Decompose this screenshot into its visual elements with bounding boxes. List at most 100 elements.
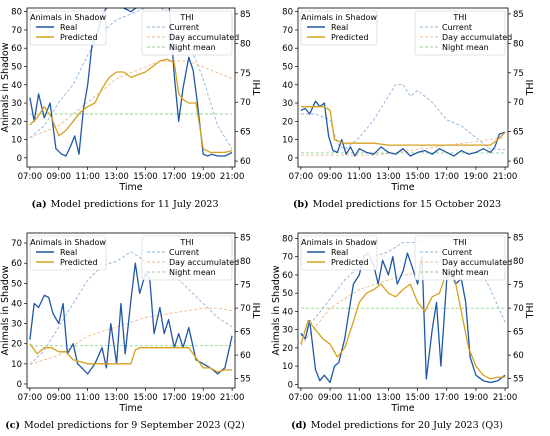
y2-tick-label: 80 xyxy=(513,257,524,267)
y2-tick-label: 60 xyxy=(513,157,524,167)
y-tick-label: 60 xyxy=(11,44,22,54)
y-axis-label: Animals in Shadow xyxy=(271,265,282,355)
x-tick-label: 17:00 xyxy=(162,172,187,182)
x-tick-label: 17:00 xyxy=(435,172,460,182)
x-tick-label: 21:00 xyxy=(220,172,245,182)
y-tick-label: 0 xyxy=(17,154,22,164)
y-tick-label: 20 xyxy=(282,344,293,354)
caption-label: (c) xyxy=(5,420,20,431)
y2-tick-label: 65 xyxy=(240,128,251,138)
series-line-predicted xyxy=(300,270,506,380)
x-tick-label: 07:00 xyxy=(289,172,314,182)
caption-text: Model predictions for 11 July 2023 xyxy=(51,199,219,210)
legend-right-box xyxy=(141,10,233,56)
y-tick-label: 70 xyxy=(282,253,293,263)
legend-right-title: THI xyxy=(179,13,193,22)
x-tick-label: 13:00 xyxy=(376,172,401,182)
legend-right-box xyxy=(414,10,506,56)
y-axis-label: Animals in Shadow xyxy=(0,265,11,355)
x-tick-label: 21:00 xyxy=(493,393,518,403)
caption-label: (b) xyxy=(293,199,309,210)
y-tick-label: 30 xyxy=(11,99,22,109)
legend-label-real: Real xyxy=(60,248,77,257)
legend-right-title: THI xyxy=(179,238,193,247)
x-tick-label: 19:00 xyxy=(464,393,489,403)
legend-label-day-accumulated: Day accumulated xyxy=(442,33,512,42)
y2-tick-label: 85 xyxy=(513,10,524,20)
y2-tick-label: 80 xyxy=(240,257,251,267)
y-tick-label: 50 xyxy=(11,279,22,289)
legend-label-predicted: Predicted xyxy=(60,258,98,267)
series-line-current xyxy=(300,84,506,150)
y2-tick-label: 85 xyxy=(513,234,524,244)
y-tick-label: 70 xyxy=(282,26,293,36)
y-tick-label: 30 xyxy=(282,326,293,336)
x-axis-label: Time xyxy=(390,182,414,193)
y-tick-label: 40 xyxy=(11,81,22,91)
x-tick-label: 11:00 xyxy=(75,172,100,182)
legend-label-real: Real xyxy=(331,248,348,257)
x-tick-label: 15:00 xyxy=(405,393,430,403)
y-tick-label: 20 xyxy=(11,117,22,127)
y-tick-label: 20 xyxy=(282,117,293,127)
plot-frame xyxy=(297,232,509,389)
legend-label-current: Current xyxy=(169,248,199,257)
legend-left-title: Animals in Shadow xyxy=(301,238,377,247)
legend-right-title: THI xyxy=(452,13,466,22)
chart-panel-1: 07:00 09:00 11:00 13:00 15:00 17:00 19:00 21:00… xyxy=(0,7,263,210)
x-tick-label: 07:00 xyxy=(289,393,314,403)
x-tick-label: 11:00 xyxy=(75,393,100,403)
x-axis-label: Time xyxy=(118,403,142,414)
y-tick-label: 0 xyxy=(288,154,293,164)
x-tick-label: 15:00 xyxy=(133,172,158,182)
legend-label-day-accumulated: Day accumulated xyxy=(169,258,239,267)
y2-tick-label: 60 xyxy=(513,351,524,361)
y2-tick-label: 65 xyxy=(513,328,524,338)
y-tick-label: 50 xyxy=(282,289,293,299)
y2-tick-label: 75 xyxy=(513,281,524,291)
y2-axis-label: THI xyxy=(252,303,263,320)
legend-left-title: Animals in Shadow xyxy=(30,13,106,22)
legend-label-night-mean: Night mean xyxy=(442,268,489,277)
y-tick-label: 30 xyxy=(11,320,22,330)
y2-tick-label: 75 xyxy=(240,281,251,291)
x-tick-label: 09:00 xyxy=(318,393,343,403)
y-tick-label: 0 xyxy=(17,380,22,390)
legend-label-night-mean: Night mean xyxy=(169,268,216,277)
series-line-real xyxy=(29,262,233,375)
x-tick-label: 19:00 xyxy=(464,172,489,182)
caption-text: Model predictions for 15 October 2023 xyxy=(313,199,501,210)
y-tick-label: 10 xyxy=(282,136,293,146)
panel-caption: (a) Model predictions for 11 July 2023 xyxy=(31,199,218,210)
legend-label-real: Real xyxy=(331,23,348,32)
y-axis-label: Animals in Shadow xyxy=(0,42,11,132)
y-tick-label: 60 xyxy=(282,44,293,54)
x-tick-label: 11:00 xyxy=(347,393,372,403)
y2-tick-label: 80 xyxy=(513,39,524,49)
legend-right-box xyxy=(141,235,233,281)
y2-tick-label: 55 xyxy=(240,375,251,385)
caption-label: (d) xyxy=(291,420,307,431)
series-line-real xyxy=(29,8,233,157)
x-tick-label: 21:00 xyxy=(220,393,245,403)
series-line-current xyxy=(29,8,233,150)
series-line-current xyxy=(29,251,233,365)
y-tick-label: 10 xyxy=(11,136,22,146)
series-line-predicted xyxy=(300,106,506,146)
y-tick-label: 80 xyxy=(11,8,22,18)
caption-text: Model predictions for 9 September 2023 (… xyxy=(24,420,245,431)
y-tick-label: 10 xyxy=(11,360,22,370)
caption-text: Model predictions for 20 July 2023 (Q3) xyxy=(311,420,503,431)
y2-tick-label: 65 xyxy=(513,128,524,138)
y2-tick-label: 85 xyxy=(240,234,251,244)
y2-tick-label: 70 xyxy=(513,304,524,314)
y2-tick-label: 75 xyxy=(513,69,524,79)
